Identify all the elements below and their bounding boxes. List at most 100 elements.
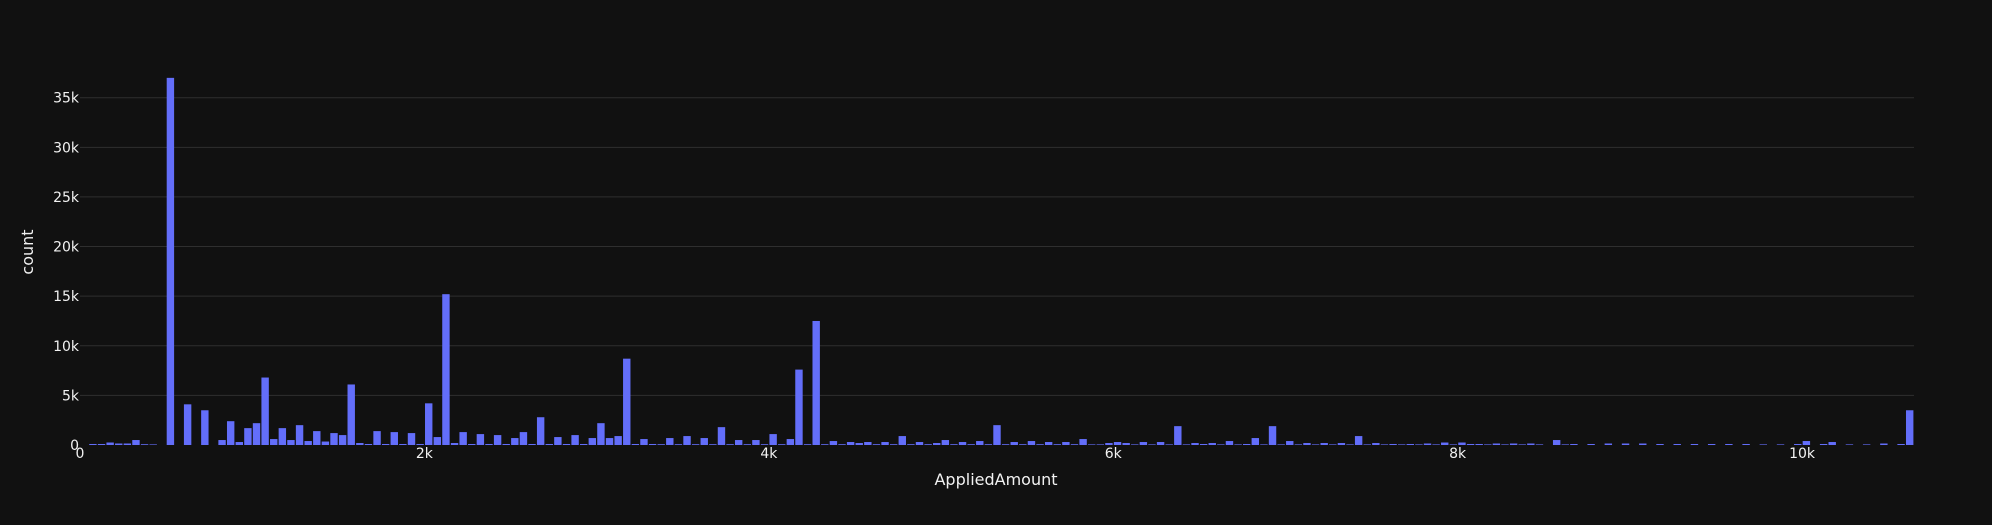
histogram-bar[interactable]: [700, 438, 708, 445]
histogram-bar[interactable]: [1139, 442, 1148, 445]
histogram-bar[interactable]: [614, 436, 622, 445]
histogram-bar[interactable]: [838, 444, 846, 445]
histogram-bar[interactable]: [442, 294, 450, 445]
histogram-bar[interactable]: [1406, 444, 1414, 445]
histogram-bar[interactable]: [1639, 443, 1647, 445]
histogram-bar[interactable]: [313, 431, 321, 445]
histogram-bar[interactable]: [1897, 444, 1905, 445]
histogram-bar[interactable]: [123, 443, 132, 445]
histogram-bar[interactable]: [1432, 444, 1440, 445]
histogram-bar[interactable]: [149, 444, 157, 445]
histogram-bar[interactable]: [1466, 444, 1475, 445]
histogram-bar[interactable]: [640, 439, 648, 445]
histogram-bar[interactable]: [1122, 443, 1130, 445]
histogram-bar[interactable]: [812, 320, 820, 445]
histogram-bar[interactable]: [1165, 444, 1173, 445]
histogram-bar[interactable]: [588, 438, 597, 445]
histogram-bar[interactable]: [1286, 441, 1294, 445]
histogram-bar[interactable]: [1819, 444, 1828, 445]
histogram-bar[interactable]: [407, 433, 416, 445]
histogram-bar[interactable]: [554, 437, 562, 445]
histogram-bar[interactable]: [950, 444, 958, 445]
histogram-bar[interactable]: [433, 437, 442, 445]
histogram-bar[interactable]: [1423, 443, 1432, 445]
histogram-bar[interactable]: [459, 432, 467, 445]
histogram-bar[interactable]: [287, 440, 295, 445]
histogram-bar[interactable]: [1294, 444, 1303, 445]
histogram-bar[interactable]: [1621, 443, 1630, 445]
histogram-bar[interactable]: [1148, 444, 1156, 445]
histogram-bar[interactable]: [1277, 444, 1285, 445]
histogram-bar[interactable]: [338, 435, 347, 445]
histogram-bar[interactable]: [356, 443, 364, 445]
histogram-bar[interactable]: [1707, 444, 1716, 445]
histogram-bar[interactable]: [1535, 444, 1544, 445]
histogram-bar[interactable]: [1019, 444, 1027, 445]
histogram-bar[interactable]: [390, 432, 398, 445]
histogram-bar[interactable]: [889, 444, 898, 445]
histogram-bar[interactable]: [278, 428, 287, 445]
histogram-bar[interactable]: [1096, 444, 1105, 445]
histogram-bar[interactable]: [468, 444, 476, 445]
histogram-bar[interactable]: [829, 441, 838, 445]
histogram-bar[interactable]: [786, 439, 795, 445]
histogram-bar[interactable]: [1337, 443, 1346, 445]
histogram-bar[interactable]: [907, 444, 915, 445]
histogram-bar[interactable]: [226, 421, 235, 445]
histogram-bar[interactable]: [726, 444, 734, 445]
histogram-bar[interactable]: [235, 442, 243, 445]
histogram-bar[interactable]: [709, 444, 717, 445]
histogram-bar[interactable]: [1113, 442, 1122, 445]
histogram-bar[interactable]: [1776, 444, 1785, 445]
histogram-bar[interactable]: [1191, 443, 1199, 445]
histogram-bar[interactable]: [1070, 444, 1079, 445]
histogram-bar[interactable]: [1475, 444, 1483, 445]
histogram-bar[interactable]: [674, 444, 683, 445]
histogram-bar[interactable]: [1036, 444, 1044, 445]
histogram-bar[interactable]: [984, 444, 993, 445]
histogram-bar[interactable]: [1742, 444, 1750, 445]
histogram-bar[interactable]: [244, 428, 252, 445]
histogram-bar[interactable]: [1656, 444, 1664, 445]
histogram-bar[interactable]: [1492, 443, 1501, 445]
histogram-bar[interactable]: [416, 444, 424, 445]
histogram-bar[interactable]: [1389, 444, 1397, 445]
histogram-bar[interactable]: [941, 440, 950, 445]
histogram-bar[interactable]: [1759, 444, 1768, 445]
histogram-bar[interactable]: [1441, 442, 1449, 445]
histogram-bar[interactable]: [803, 444, 812, 445]
histogram-bar[interactable]: [1088, 444, 1096, 445]
histogram-bar[interactable]: [536, 417, 545, 445]
histogram-bar[interactable]: [933, 443, 941, 445]
histogram-bar[interactable]: [605, 438, 614, 445]
histogram-bar[interactable]: [1880, 443, 1888, 445]
histogram-bar[interactable]: [846, 442, 855, 445]
histogram-bar[interactable]: [1354, 436, 1363, 445]
histogram-bar[interactable]: [450, 443, 459, 445]
histogram-bar[interactable]: [511, 438, 519, 445]
histogram-bar[interactable]: [201, 410, 209, 445]
histogram-bar[interactable]: [1509, 443, 1518, 445]
histogram-bar[interactable]: [476, 434, 485, 445]
histogram-bar[interactable]: [166, 77, 175, 446]
histogram-bar[interactable]: [545, 444, 553, 445]
histogram-bar[interactable]: [864, 442, 872, 445]
histogram-bar[interactable]: [1329, 444, 1337, 445]
histogram-bar[interactable]: [1905, 410, 1914, 445]
histogram-bar[interactable]: [261, 377, 269, 445]
histogram-bar[interactable]: [1303, 443, 1311, 445]
histogram-bar[interactable]: [691, 444, 700, 445]
histogram-bar[interactable]: [347, 384, 355, 445]
histogram-bar[interactable]: [1561, 444, 1569, 445]
histogram-bar[interactable]: [1552, 440, 1561, 445]
histogram-bar[interactable]: [140, 444, 149, 445]
histogram-bar[interactable]: [717, 427, 726, 445]
histogram-bar[interactable]: [1484, 444, 1492, 445]
histogram-bar[interactable]: [1105, 443, 1113, 445]
histogram-bar[interactable]: [1570, 444, 1578, 445]
histogram-bar[interactable]: [1242, 444, 1251, 445]
histogram-bar[interactable]: [915, 442, 924, 445]
histogram-bar[interactable]: [321, 441, 330, 445]
histogram-bar[interactable]: [1217, 444, 1225, 445]
histogram-bar[interactable]: [115, 443, 123, 445]
